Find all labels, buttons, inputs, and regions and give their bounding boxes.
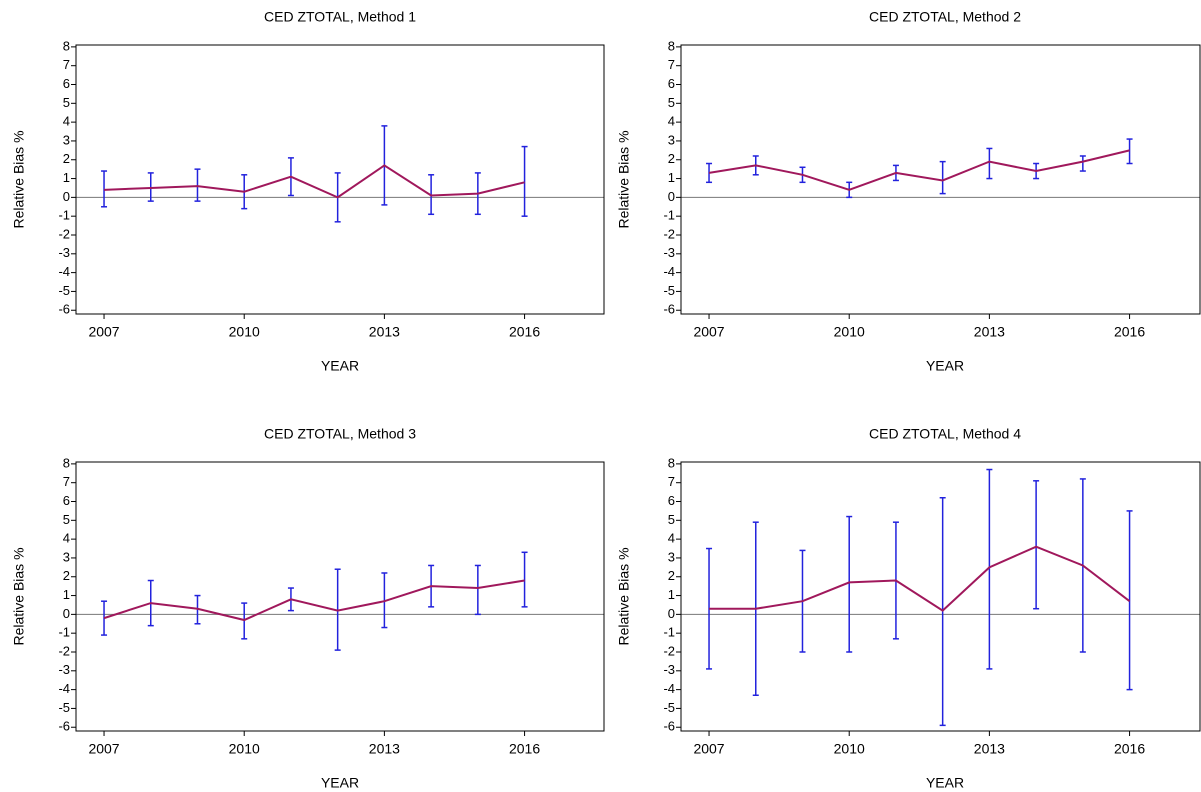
y-tick-label: 5 xyxy=(63,512,70,527)
y-tick-label: -1 xyxy=(663,625,675,640)
y-tick-label: 0 xyxy=(668,189,675,204)
y-tick-label: 1 xyxy=(63,170,70,185)
x-tick-label: 2007 xyxy=(88,741,119,757)
y-tick-label: 8 xyxy=(668,455,675,470)
y-axis-label: Relative Bias % xyxy=(11,130,27,228)
y-tick-label: -6 xyxy=(58,719,70,734)
y-tick-label: -3 xyxy=(58,245,70,260)
y-tick-label: -3 xyxy=(663,245,675,260)
y-tick-label: -2 xyxy=(663,226,675,241)
chart-title: CED ZTOTAL, Method 2 xyxy=(869,9,1021,25)
x-tick-label: 2010 xyxy=(229,324,260,340)
y-tick-label: 3 xyxy=(63,132,70,147)
y-tick-label: 4 xyxy=(668,531,675,546)
y-tick-label: -4 xyxy=(663,264,675,279)
plot-frame xyxy=(75,461,605,732)
y-tick-label: -1 xyxy=(58,625,70,640)
x-tick-label: 2010 xyxy=(229,741,260,757)
y-tick-label: 0 xyxy=(63,606,70,621)
chart-title: CED ZTOTAL, Method 4 xyxy=(869,426,1021,442)
y-tick-label: 3 xyxy=(63,549,70,564)
y-tick-label: 8 xyxy=(668,38,675,53)
x-tick-label: 2007 xyxy=(693,324,724,340)
y-tick-label: -5 xyxy=(663,283,675,298)
x-axis-label: YEAR xyxy=(926,358,964,374)
y-tick-label: 1 xyxy=(63,587,70,602)
y-tick-label: -2 xyxy=(58,226,70,241)
y-tick-label: 2 xyxy=(63,568,70,583)
y-tick-label: 5 xyxy=(668,512,675,527)
x-tick-label: 2013 xyxy=(369,324,400,340)
x-axis-label: YEAR xyxy=(321,775,359,791)
x-axis-label: YEAR xyxy=(926,775,964,791)
y-tick-label: 2 xyxy=(668,568,675,583)
y-tick-label: 4 xyxy=(63,114,70,129)
chart-title: CED ZTOTAL, Method 1 xyxy=(264,9,416,25)
y-tick-label: -3 xyxy=(663,662,675,677)
x-tick-label: 2013 xyxy=(974,324,1005,340)
x-tick-label: 2010 xyxy=(834,741,865,757)
x-tick-label: 2007 xyxy=(88,324,119,340)
y-tick-label: -3 xyxy=(58,662,70,677)
y-tick-label: 1 xyxy=(668,587,675,602)
y-tick-label: 6 xyxy=(668,76,675,91)
y-tick-label: 7 xyxy=(668,57,675,72)
y-tick-label: 3 xyxy=(668,549,675,564)
x-tick-label: 2013 xyxy=(369,741,400,757)
y-tick-label: -5 xyxy=(58,700,70,715)
y-tick-label: -6 xyxy=(663,719,675,734)
y-tick-label: 2 xyxy=(63,151,70,166)
y-tick-label: 0 xyxy=(63,189,70,204)
y-tick-label: -6 xyxy=(663,302,675,317)
data-line xyxy=(709,545,1131,612)
y-axis-label: Relative Bias % xyxy=(11,547,27,645)
y-axis-label: Relative Bias % xyxy=(616,130,632,228)
y-tick-label: 7 xyxy=(668,474,675,489)
plot-frame xyxy=(75,44,605,315)
data-line xyxy=(103,164,525,199)
y-tick-label: -5 xyxy=(58,283,70,298)
y-tick-label: 7 xyxy=(63,57,70,72)
y-tick-label: -1 xyxy=(663,208,675,223)
y-tick-label: -2 xyxy=(58,643,70,658)
y-tick-label: 2 xyxy=(668,151,675,166)
y-axis-label: Relative Bias % xyxy=(616,547,632,645)
chart-title: CED ZTOTAL, Method 3 xyxy=(264,426,416,442)
x-axis-label: YEAR xyxy=(321,358,359,374)
y-tick-label: 6 xyxy=(63,76,70,91)
y-tick-label: 8 xyxy=(63,455,70,470)
y-tick-label: 4 xyxy=(63,531,70,546)
x-tick-label: 2013 xyxy=(974,741,1005,757)
data-line xyxy=(103,579,525,622)
x-tick-label: 2016 xyxy=(509,741,540,757)
y-tick-label: 5 xyxy=(668,95,675,110)
y-tick-label: 5 xyxy=(63,95,70,110)
y-tick-label: 3 xyxy=(668,132,675,147)
y-tick-label: -6 xyxy=(58,302,70,317)
x-tick-label: 2016 xyxy=(1114,324,1145,340)
x-tick-label: 2016 xyxy=(509,324,540,340)
x-tick-label: 2007 xyxy=(693,741,724,757)
y-tick-label: -1 xyxy=(58,208,70,223)
x-tick-label: 2010 xyxy=(834,324,865,340)
y-tick-label: -2 xyxy=(663,643,675,658)
y-tick-label: 1 xyxy=(668,170,675,185)
y-tick-label: 4 xyxy=(668,114,675,129)
y-tick-label: -5 xyxy=(663,700,675,715)
plot-frame xyxy=(680,44,1201,315)
y-tick-label: 0 xyxy=(668,606,675,621)
y-tick-label: -4 xyxy=(58,681,70,696)
plot-frame xyxy=(680,461,1201,732)
y-tick-label: 6 xyxy=(63,493,70,508)
y-tick-label: -4 xyxy=(58,264,70,279)
y-tick-label: 7 xyxy=(63,474,70,489)
y-tick-label: 6 xyxy=(668,493,675,508)
x-tick-label: 2016 xyxy=(1114,741,1145,757)
y-tick-label: -4 xyxy=(663,681,675,696)
data-line xyxy=(708,149,1130,191)
y-tick-label: 8 xyxy=(63,38,70,53)
